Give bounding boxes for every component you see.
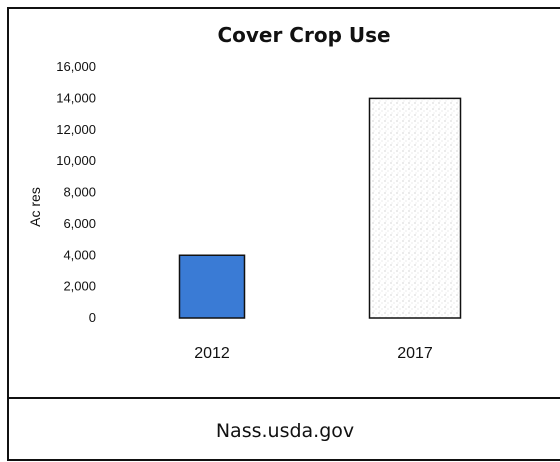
outer-border xyxy=(7,7,560,461)
x-axis-categories: 2012 2017 xyxy=(194,345,433,362)
y-axis-label: Ac res xyxy=(27,187,43,227)
y-tick-label: 12,000 xyxy=(56,122,96,137)
bar-2017 xyxy=(368,97,462,319)
x-category-label: 2012 xyxy=(194,345,230,362)
y-tick-label: 0 xyxy=(89,310,96,325)
y-tick-label: 16,000 xyxy=(56,59,96,74)
y-tick-label: 14,000 xyxy=(56,90,96,105)
x-category-label: 2017 xyxy=(397,345,433,362)
y-tick-label: 8,000 xyxy=(63,185,96,200)
y-tick-label: 10,000 xyxy=(56,153,96,168)
y-axis-ticks: 16,000 14,000 12,000 10,000 8,000 6,000 4,000 2… xyxy=(56,59,96,325)
bar-2012 xyxy=(178,254,246,319)
source-text: Nass.usda.gov xyxy=(216,420,354,442)
chart-title: Cover Crop Use xyxy=(217,23,390,47)
y-tick-label: 2,000 xyxy=(63,279,96,294)
y-tick-label: 6,000 xyxy=(63,216,96,231)
y-tick-label: 4,000 xyxy=(63,247,96,262)
bars xyxy=(178,97,462,319)
